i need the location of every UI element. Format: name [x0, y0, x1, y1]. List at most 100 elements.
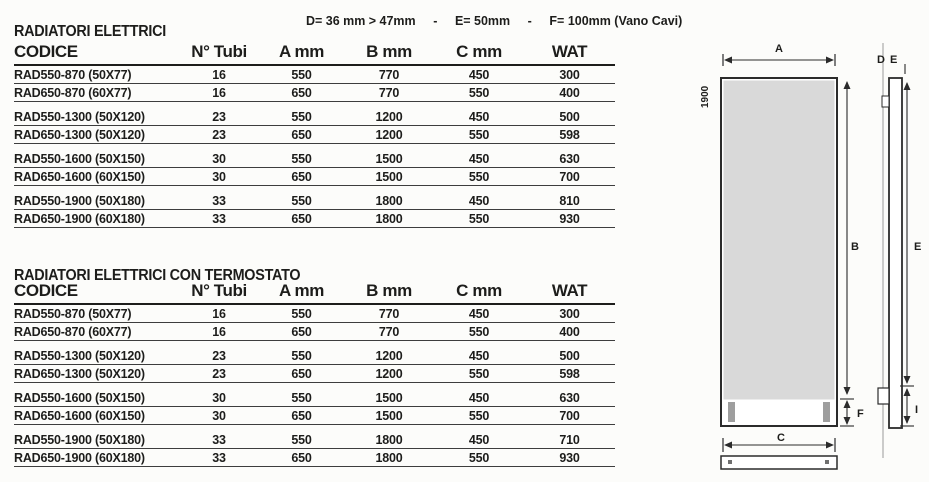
codice-cell: RAD650-870 (60X77) [14, 324, 132, 339]
value-cell: 33 [212, 193, 226, 208]
value-cell: 598 [559, 127, 580, 142]
legend-dim-d: D= 36 mm > 47mm [306, 13, 416, 28]
radiator-body-fill [723, 80, 835, 400]
value-cell: 450 [468, 390, 490, 405]
column-header-c-mm: C mm [456, 281, 502, 300]
codice-cell: RAD550-1300 (50X120) [14, 109, 145, 124]
value-cell: 450 [468, 193, 490, 208]
table-row: RAD650-1300 (50X120) 23 650 1200 550 598 [14, 126, 615, 144]
table-row: RAD650-1600 (60X150) 30 650 1500 550 700 [14, 168, 615, 186]
legend-separator: - [527, 13, 532, 28]
wall-bracket-bottom [877, 387, 890, 405]
bottom-view-dot-right [825, 460, 829, 464]
dim-b-label: B [851, 241, 859, 253]
value-cell: 33 [212, 450, 226, 465]
value-cell: 23 [212, 348, 226, 363]
side-view-outline [888, 77, 903, 429]
value-cell: 1500 [375, 169, 403, 184]
value-cell: 550 [291, 306, 312, 321]
value-cell: 450 [468, 432, 490, 447]
codice-cell: RAD650-1300 (50X120) [14, 127, 145, 142]
value-cell: 650 [291, 450, 312, 465]
codice-cell: RAD650-1300 (50X120) [14, 366, 145, 381]
table-row: RAD550-870 (50X77) 16 550 770 450 300 [14, 66, 615, 84]
codice-cell: RAD550-1600 (50X150) [14, 151, 145, 166]
value-cell: 550 [291, 109, 312, 124]
table-header-row: CODICE N° Tubi A mm B mm C mm WAT [14, 279, 615, 305]
column-header-b-mm: B mm [366, 281, 412, 300]
value-cell: 1800 [375, 432, 403, 447]
dim-e-top-label: E [890, 54, 897, 66]
table-row: RAD550-1900 (50X180) 33 550 1800 450 710 [14, 431, 615, 449]
value-cell: 500 [559, 348, 580, 363]
column-header-tubi: N° Tubi [191, 281, 247, 300]
value-cell: 550 [291, 67, 312, 82]
column-header-c-mm: C mm [456, 42, 502, 61]
table-row: RAD650-1600 (60X150) 30 650 1500 550 700 [14, 407, 615, 425]
value-cell: 1500 [375, 390, 403, 405]
legend-dim-e: E= 50mm [454, 13, 511, 28]
legend-separator: - [433, 13, 438, 28]
section-title-termostato: RADIATORI ELETTRICI CON TERMOSTATO [14, 266, 301, 284]
value-cell: 770 [378, 306, 400, 321]
table-header-row: CODICE N° Tubi A mm B mm C mm WAT [14, 40, 615, 66]
value-cell: 550 [291, 390, 312, 405]
value-cell: 700 [559, 408, 580, 423]
dimension-legend: D= 36 mm > 47mm - E= 50mm - F= 100mm (Va… [306, 13, 682, 28]
value-cell: 300 [559, 67, 580, 82]
value-cell: 810 [559, 193, 580, 208]
value-cell: 650 [291, 169, 312, 184]
value-cell: 650 [291, 324, 312, 339]
codice-cell: RAD650-1900 (60X180) [14, 211, 145, 226]
value-cell: 550 [291, 348, 312, 363]
codice-cell: RAD650-1600 (60X150) [14, 408, 145, 423]
value-cell: 23 [212, 366, 226, 381]
table-body: RAD550-870 (50X77) 16 550 770 450 300 RAD650-8… [14, 305, 615, 467]
value-cell: 650 [291, 127, 312, 142]
value-cell: 450 [468, 151, 490, 166]
value-cell: 770 [378, 85, 400, 100]
value-cell: 550 [468, 408, 490, 423]
value-cell: 450 [468, 306, 490, 321]
column-header-wat: WAT [551, 281, 588, 300]
value-cell: 550 [468, 324, 490, 339]
value-cell: 550 [468, 450, 490, 465]
value-cell: 550 [291, 432, 312, 447]
table-row: RAD650-870 (60X77) 16 650 770 550 400 [14, 323, 615, 341]
value-cell: 1500 [375, 151, 403, 166]
value-cell: 30 [212, 390, 226, 405]
value-cell: 550 [468, 169, 490, 184]
value-cell: 598 [559, 366, 580, 381]
value-cell: 550 [468, 85, 490, 100]
value-cell: 550 [468, 127, 490, 142]
value-cell: 23 [212, 109, 226, 124]
codice-cell: RAD650-870 (60X77) [14, 85, 132, 100]
table-row: RAD650-1900 (60X180) 33 650 1800 550 930 [14, 210, 615, 228]
value-cell: 33 [212, 211, 226, 226]
value-cell: 770 [378, 67, 400, 82]
table-row: RAD650-870 (60X77) 16 650 770 550 400 [14, 84, 615, 102]
codice-cell: RAD550-1900 (50X180) [14, 432, 145, 447]
table-row: RAD650-1300 (50X120) 23 650 1200 550 598 [14, 365, 615, 383]
value-cell: 450 [468, 67, 490, 82]
dim-c-label: C [777, 432, 785, 444]
value-cell: 16 [212, 324, 226, 339]
value-cell: 500 [559, 109, 580, 124]
value-cell: 930 [559, 211, 580, 226]
table-row: RAD550-1900 (50X180) 33 550 1800 450 810 [14, 192, 615, 210]
value-cell: 1200 [375, 109, 403, 124]
dim-d-label: D [877, 54, 885, 66]
value-cell: 1200 [375, 366, 403, 381]
value-cell: 1500 [375, 408, 403, 423]
value-cell: 710 [559, 432, 580, 447]
height-1900-label: 1900 [700, 85, 711, 108]
table-row: RAD550-1600 (50X150) 30 550 1500 450 630 [14, 150, 615, 168]
value-cell: 550 [468, 211, 490, 226]
codice-cell: RAD550-870 (50X77) [14, 67, 132, 82]
value-cell: 400 [559, 324, 580, 339]
codice-cell: RAD550-1900 (50X180) [14, 193, 145, 208]
value-cell: 30 [212, 151, 226, 166]
section-title-elettrici: RADIATORI ELETTRICI [14, 22, 166, 40]
radiator-technical-drawing: A 1900 B F C D E E I [700, 43, 921, 470]
value-cell: 30 [212, 408, 226, 423]
